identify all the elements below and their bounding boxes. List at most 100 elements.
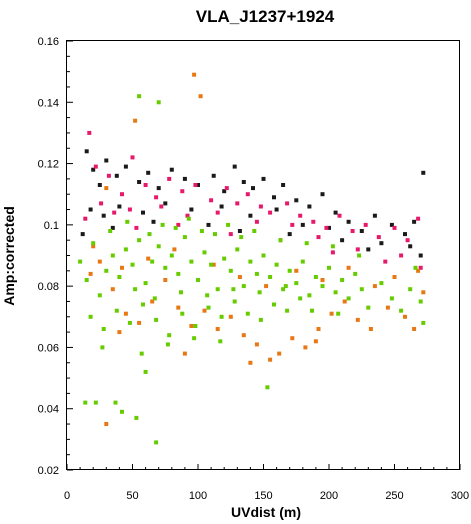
x-axis-label: UVdist (m) — [231, 504, 301, 520]
data-point-s0-15 — [241, 180, 246, 184]
data-point-s2-14 — [215, 327, 220, 331]
axes-layer: 0 50 100 150 200 250 300 0.02 0.04 0.06 0.08 0.1 0.1… — [38, 36, 470, 502]
data-point-s0-14 — [232, 164, 237, 169]
data-point-s0-49 — [237, 229, 242, 233]
y-tick-label: 0.12 — [38, 159, 59, 171]
data-point-s1-30 — [127, 207, 132, 212]
data-point-s0-40 — [300, 222, 305, 227]
data-point-s2-44 — [416, 268, 421, 273]
data-point-s3-11 — [84, 278, 89, 282]
data-point-s3-1 — [156, 100, 161, 105]
data-point-s1-41 — [176, 222, 181, 227]
data-point-s1-5 — [143, 183, 148, 187]
data-point-s2-22 — [316, 327, 321, 331]
data-point-s2-25 — [355, 317, 360, 322]
data-point-s2-20 — [290, 336, 295, 341]
data-point-s3-40 — [274, 262, 279, 267]
data-point-s2-16 — [241, 333, 246, 338]
data-point-s1-27 — [83, 216, 88, 221]
data-point-s3-15 — [110, 253, 115, 258]
x-tick-label: 300 — [451, 490, 469, 502]
data-point-s3-6 — [134, 415, 139, 420]
x-tick-label: 150 — [254, 490, 272, 502]
data-point-s3-47 — [320, 284, 325, 289]
data-point-s0-18 — [272, 195, 276, 200]
data-point-s3-34 — [235, 247, 240, 252]
data-point-s3-75 — [272, 302, 276, 307]
data-point-s3-50 — [340, 278, 345, 282]
data-point-s1-6 — [154, 195, 159, 200]
data-point-s3-28 — [196, 278, 200, 282]
data-point-s0-27 — [389, 222, 394, 227]
data-point-s2-33 — [120, 265, 124, 270]
data-point-s2-31 — [104, 422, 109, 426]
x-tick-label: 200 — [320, 490, 338, 502]
data-point-s2-26 — [368, 327, 373, 331]
data-point-s3-48 — [327, 265, 331, 270]
data-point-s0-21 — [307, 204, 312, 209]
data-point-s3-45 — [307, 293, 312, 298]
data-point-s3-30 — [209, 262, 214, 267]
data-point-s0-37 — [219, 204, 224, 209]
data-point-s3-4 — [113, 400, 118, 405]
data-point-s0-26 — [372, 213, 377, 218]
data-point-s1-40 — [134, 225, 139, 230]
data-point-s3-77 — [298, 296, 303, 301]
y-tick-label: 0.1 — [44, 220, 59, 232]
data-point-s0-34 — [141, 210, 145, 215]
data-point-s3-39 — [268, 275, 273, 279]
data-point-s2-46 — [182, 351, 187, 356]
data-point-s0-7 — [146, 170, 151, 175]
data-point-s2-5 — [97, 259, 102, 264]
data-point-s0-28 — [403, 232, 407, 237]
data-point-s1-34 — [254, 219, 259, 224]
data-point-s0-23 — [333, 210, 338, 215]
data-point-s3-106 — [192, 336, 197, 341]
data-point-s3-52 — [353, 271, 358, 276]
data-point-s3-79 — [125, 219, 130, 224]
data-point-s3-74 — [258, 317, 263, 322]
data-point-s1-9 — [193, 183, 198, 187]
data-point-s3-91 — [330, 244, 335, 249]
data-point-s1-12 — [235, 201, 240, 206]
data-point-s0-2 — [97, 183, 102, 187]
data-point-s0-19 — [281, 183, 286, 187]
data-point-s2-45 — [117, 330, 122, 335]
data-point-s1-22 — [363, 222, 368, 227]
data-point-s0-25 — [359, 229, 364, 233]
data-point-s3-56 — [389, 296, 394, 301]
data-point-s3-86 — [226, 222, 231, 227]
data-point-s3-24 — [169, 253, 174, 258]
data-point-s3-32 — [222, 256, 227, 261]
data-point-s2-24 — [342, 299, 347, 304]
data-point-s2-40 — [320, 278, 325, 282]
data-point-s0-30 — [421, 170, 426, 175]
data-point-s3-42 — [287, 268, 292, 273]
data-point-s2-27 — [385, 305, 390, 310]
data-point-s3-78 — [108, 229, 113, 233]
data-point-s1-37 — [355, 247, 360, 252]
data-point-s2-11 — [176, 305, 181, 310]
data-point-s2-21 — [303, 345, 308, 350]
data-point-s2-29 — [412, 327, 417, 331]
data-point-s3-22 — [156, 244, 161, 249]
data-point-s3-43 — [294, 281, 299, 286]
data-point-s1-29 — [112, 210, 117, 215]
data-point-s1-17 — [298, 213, 303, 218]
data-point-s3-36 — [248, 259, 253, 264]
data-point-s1-15 — [268, 210, 273, 215]
data-point-s3-92 — [357, 253, 362, 258]
y-tick-label: 0.16 — [38, 36, 59, 48]
data-point-s3-59 — [418, 299, 423, 304]
data-point-s1-16 — [285, 201, 290, 206]
data-point-s3-8 — [143, 369, 148, 374]
data-point-s3-85 — [213, 232, 217, 237]
y-tick-label: 0.04 — [38, 404, 59, 416]
data-point-s3-107 — [218, 339, 223, 344]
data-point-s0-48 — [206, 222, 211, 227]
data-point-s3-9 — [265, 385, 270, 390]
data-point-s1-4 — [130, 155, 135, 160]
data-point-s1-25 — [405, 238, 410, 243]
data-point-s3-21 — [150, 259, 155, 264]
data-point-s1-20 — [337, 213, 342, 218]
